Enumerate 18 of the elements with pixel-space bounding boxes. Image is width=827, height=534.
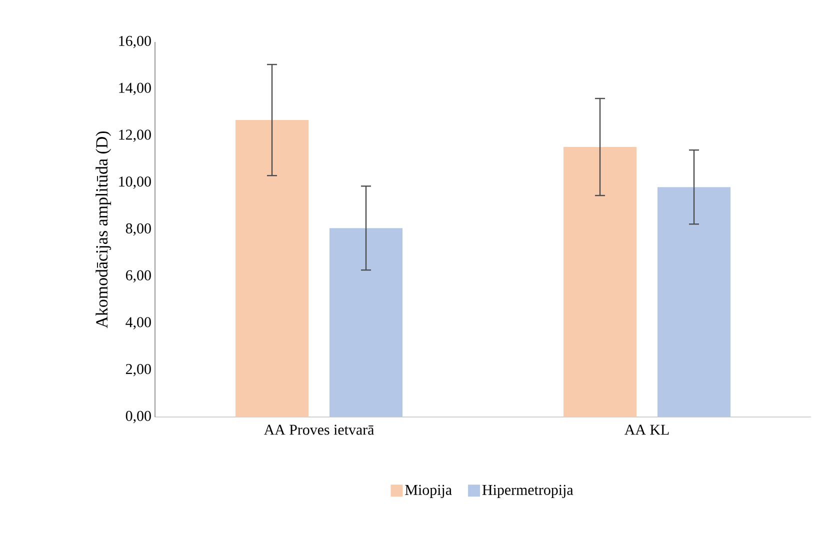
x-tick-label: AA KL	[624, 424, 669, 435]
y-tick-label: 14,00	[119, 82, 151, 95]
y-tick-label: 4,00	[126, 317, 151, 330]
bar	[658, 187, 731, 417]
y-tick-label: 8,00	[126, 223, 151, 236]
y-tick-label: 2,00	[126, 364, 151, 376]
bar	[330, 228, 403, 417]
bar	[236, 120, 309, 417]
y-tick-label: 0,00	[126, 410, 151, 424]
x-tick-label: AA Proves ietvarā	[264, 424, 374, 435]
y-tick-label: 10,00	[119, 176, 151, 189]
y-tick-label: 12,00	[119, 130, 151, 142]
y-tick-label: 6,00	[126, 270, 151, 282]
y-axis-title: Akomodācijas amplitūda (D)	[96, 131, 112, 328]
y-tick-label: 16,00	[119, 36, 151, 48]
legend-label: Miopija	[405, 484, 452, 498]
legend-label: Hipermetropija	[482, 484, 574, 498]
bar	[564, 146, 637, 417]
